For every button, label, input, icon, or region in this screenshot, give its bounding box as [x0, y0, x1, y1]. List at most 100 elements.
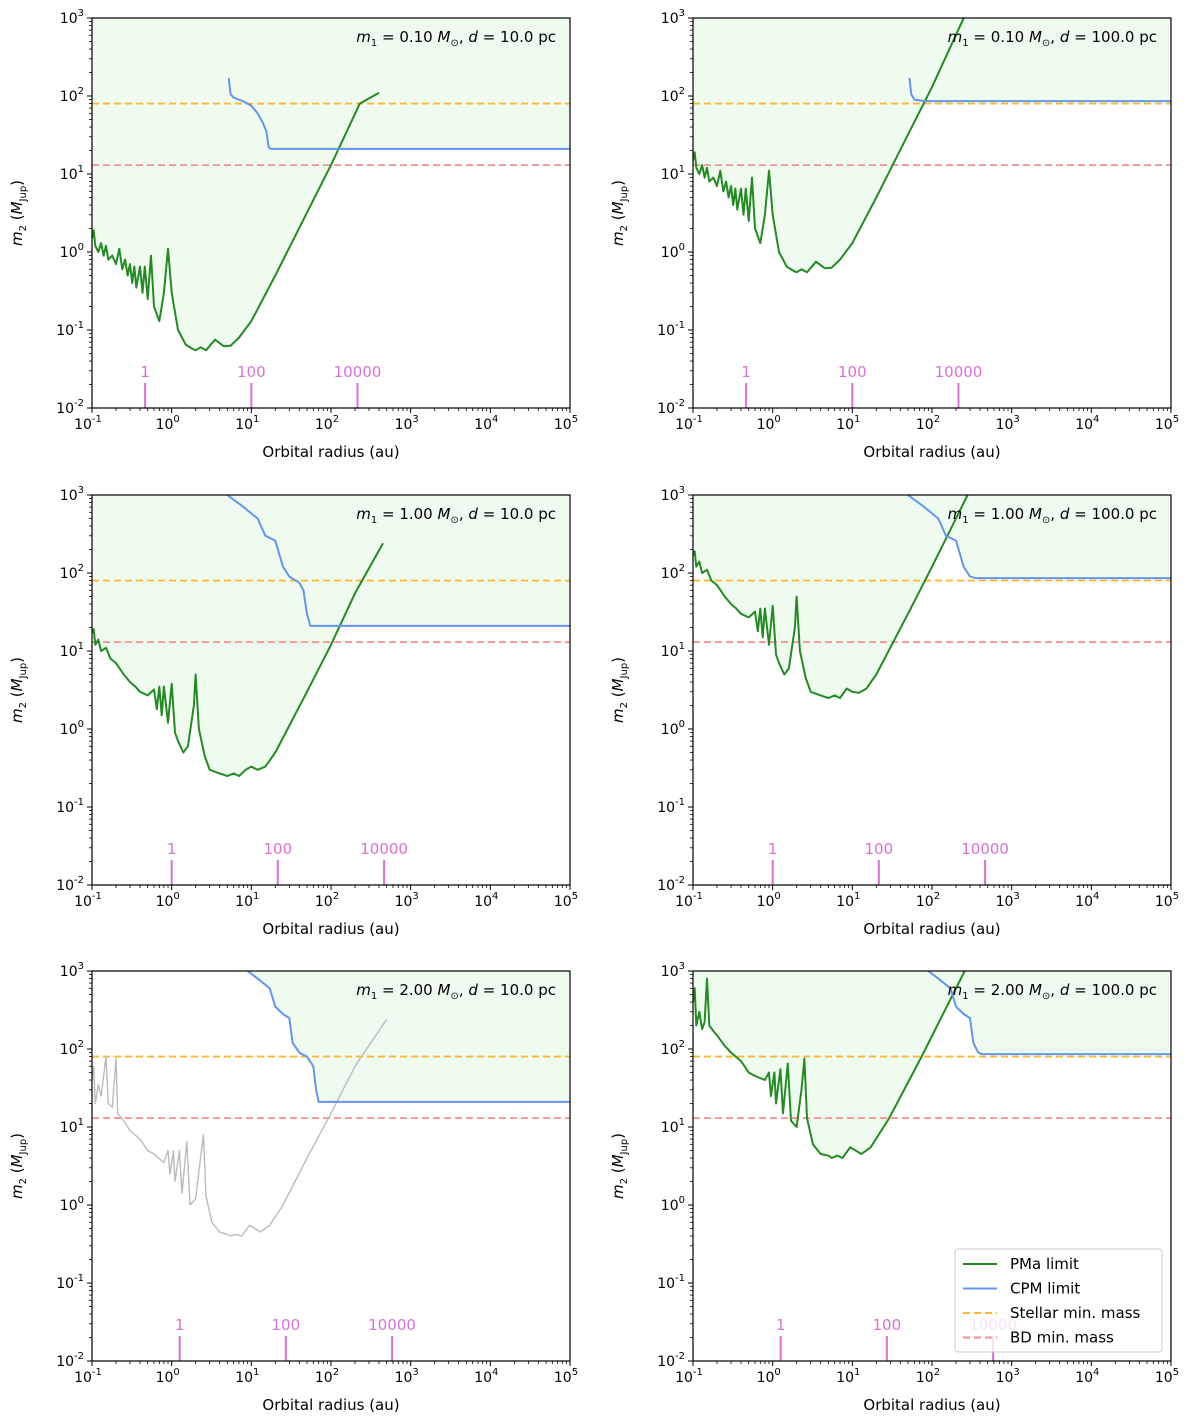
x-tick-label: 101	[836, 1367, 860, 1386]
y-label-part: Jup	[619, 1139, 630, 1156]
tick-base: 10	[156, 417, 174, 433]
tick-base: 10	[661, 245, 679, 261]
y-label-part: (	[609, 691, 627, 702]
tick-exponent: -1	[74, 797, 84, 808]
annotation-symbol: ,	[459, 981, 469, 999]
tick-exponent: 2	[333, 414, 339, 425]
tick-base: 10	[657, 878, 675, 894]
tick-exponent: -1	[92, 414, 102, 425]
y-tick-label: 102	[60, 86, 84, 105]
x-tick-label: 105	[1155, 1367, 1179, 1386]
annotation-d: 100.0	[1091, 505, 1134, 523]
y-label-part: (	[8, 1167, 26, 1178]
tick-exponent: -2	[675, 398, 685, 409]
tick-exponent: -1	[92, 891, 102, 902]
tick-base: 10	[60, 1120, 78, 1136]
y-tick-label: 103	[661, 485, 685, 504]
x-tick-label: 103	[996, 414, 1020, 433]
y-label-part: M	[609, 678, 627, 691]
tick-base: 10	[657, 1276, 675, 1292]
x-tick-label: 104	[1075, 1367, 1099, 1386]
x-tick-label: 10-1	[74, 891, 102, 910]
tick-base: 10	[315, 1370, 333, 1386]
x-axis-label: Orbital radius (au)	[262, 1396, 399, 1414]
panel-annotation: m1 = 2.00 M⊙, d = 100.0 pc	[948, 981, 1157, 1002]
y-label-part: M	[609, 201, 627, 214]
y-axis-label: m2 (MJup)	[609, 1133, 630, 1199]
x-tick-label: 104	[1075, 414, 1099, 433]
legend-box	[954, 1248, 1163, 1353]
x-tick-label: 100	[757, 1367, 781, 1386]
tick-exponent: 3	[412, 414, 418, 425]
tick-exponent: 0	[78, 1195, 84, 1206]
detection-region	[693, 971, 1171, 1158]
period-tick-label: 100	[864, 840, 893, 858]
x-axis-label: Orbital radius (au)	[863, 443, 1000, 461]
annotation-symbol: =	[478, 505, 500, 523]
tick-base: 10	[554, 894, 572, 910]
annotation-m1: 0.10	[399, 28, 432, 46]
x-tick-label: 105	[554, 414, 578, 433]
tick-base: 10	[657, 323, 675, 339]
detection-region	[693, 18, 1171, 273]
tick-exponent: 0	[173, 891, 179, 902]
annotation-symbol: m	[356, 505, 371, 523]
tick-base: 10	[395, 1370, 413, 1386]
y-label-part: Jup	[619, 663, 630, 680]
tick-base: 10	[916, 894, 934, 910]
y-tick-label: 10-2	[657, 875, 685, 894]
x-axis-label: Orbital radius (au)	[863, 1396, 1000, 1414]
annotation-symbol: M	[1029, 981, 1042, 999]
x-tick-label: 103	[996, 891, 1020, 910]
x-tick-label: 102	[916, 891, 940, 910]
tick-exponent: 5	[1173, 414, 1179, 425]
panel-annotation: m1 = 0.10 M⊙, d = 10.0 pc	[356, 28, 556, 49]
y-tick-label: 10-1	[56, 1273, 84, 1292]
cpm-limit-line	[247, 971, 570, 1103]
tick-base: 10	[56, 878, 74, 894]
x-tick-label: 105	[554, 1367, 578, 1386]
tick-base: 10	[657, 1354, 675, 1370]
annotation-d: 10.0	[500, 28, 533, 46]
tick-exponent: 1	[679, 1117, 685, 1128]
x-tick-label: 100	[757, 414, 781, 433]
tick-exponent: 2	[333, 1367, 339, 1378]
tick-base: 10	[56, 800, 74, 816]
tick-exponent: 0	[774, 414, 780, 425]
annotation-symbol: M	[1029, 505, 1042, 523]
y-tick-label: 10-1	[657, 797, 685, 816]
x-tick-label: 100	[156, 1367, 180, 1386]
tick-base: 10	[661, 722, 679, 738]
tick-exponent: 1	[854, 1367, 860, 1378]
plot-area	[92, 495, 570, 777]
annotation-symbol: M	[438, 505, 451, 523]
sun-symbol: ⊙	[1042, 515, 1050, 526]
x-tick-label: 102	[315, 891, 339, 910]
y-label-part: 2	[18, 1178, 29, 1184]
tick-base: 10	[60, 964, 78, 980]
tick-base: 10	[395, 417, 413, 433]
y-tick-label: 102	[661, 563, 685, 582]
y-label-part: )	[8, 657, 26, 663]
tick-base: 10	[156, 894, 174, 910]
y-label-part: (	[609, 214, 627, 225]
annotation-d: 100.0	[1091, 28, 1134, 46]
tick-exponent: -1	[92, 1367, 102, 1378]
x-tick-label: 103	[395, 891, 419, 910]
annotation-symbol: =	[377, 28, 399, 46]
cpm-limit-line	[226, 495, 570, 627]
annotation-m1: 0.10	[991, 28, 1024, 46]
period-tick-label: 100	[838, 363, 867, 381]
y-tick-label: 10-2	[657, 398, 685, 417]
tick-base: 10	[657, 800, 675, 816]
tick-base: 10	[235, 894, 253, 910]
y-tick-label: 10-2	[56, 1351, 84, 1370]
y-label-part: m	[609, 708, 627, 723]
y-label-part: m	[8, 231, 26, 246]
tick-exponent: 1	[679, 164, 685, 175]
x-tick-label: 104	[1075, 891, 1099, 910]
tick-exponent: 4	[492, 414, 498, 425]
annotation-m1: 2.00	[399, 981, 432, 999]
x-tick-label: 10-1	[675, 1367, 703, 1386]
pma-limit-line	[92, 91, 380, 352]
